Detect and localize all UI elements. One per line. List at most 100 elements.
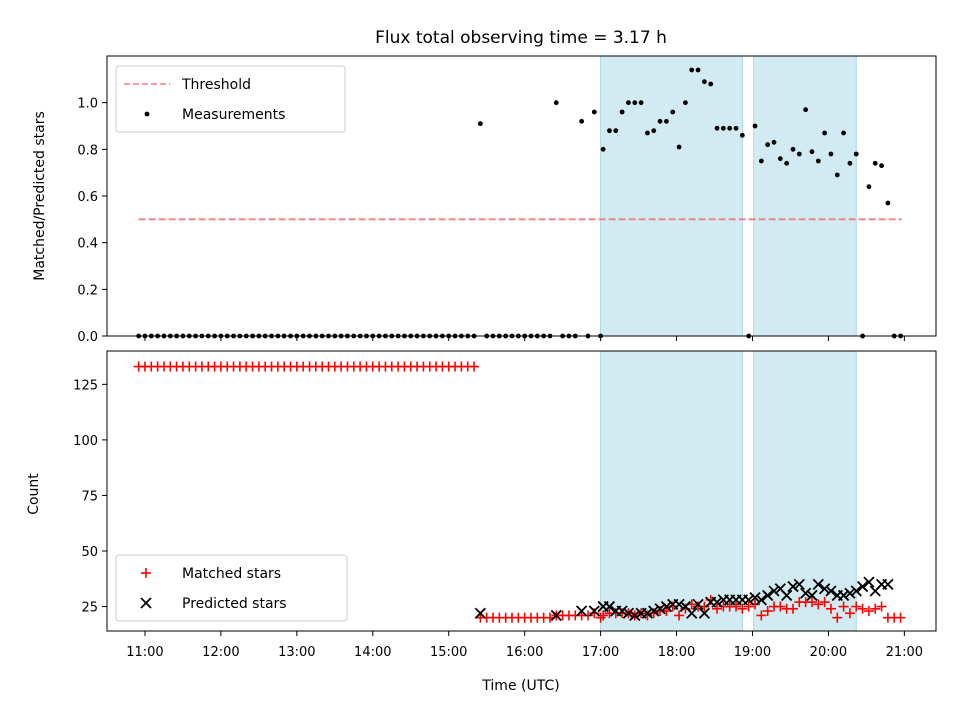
- measurement-point: [809, 149, 815, 155]
- x-tick-label: 15:00: [430, 645, 467, 660]
- measurement-point: [619, 109, 625, 115]
- predicted-star-point: [660, 600, 673, 613]
- measurement-point: [645, 130, 650, 136]
- measurement-point: [632, 100, 638, 106]
- bottom-shaded-span-0: [600, 350, 743, 632]
- measurement-point: [579, 118, 585, 124]
- predicted-star-point: [622, 607, 635, 619]
- matched-star-point: [743, 601, 754, 612]
- measurement-point: [720, 125, 726, 131]
- measurement-point: [758, 158, 764, 164]
- measurement-point: [638, 100, 644, 106]
- bottom-panel: 25 50 75 100 125 11:00 12:00 13:00 14:00 15:00 16…: [26, 350, 937, 694]
- x-tick-label: 14:00: [354, 645, 391, 660]
- measurement-point: [834, 172, 840, 178]
- measurement-point: [683, 100, 688, 106]
- matched-star-point: [863, 606, 874, 616]
- matched-star-point: [674, 610, 685, 621]
- x-tick-label: 18:00: [658, 645, 695, 660]
- legend-measurements-swatch: [144, 111, 150, 117]
- matched-star-point: [469, 361, 480, 372]
- predicted-star-point: [762, 589, 774, 602]
- predicted-star-point: [844, 587, 856, 599]
- predicted-star-point: [588, 605, 600, 617]
- measurement-point: [689, 67, 695, 73]
- legend-measurements-label: Measurements: [182, 107, 285, 123]
- predicted-star-point: [806, 589, 818, 602]
- measurement-point: [600, 146, 606, 152]
- predicted-star-point: [575, 605, 588, 617]
- bottom-y-tick-label: 75: [81, 489, 98, 504]
- bottom-y-tick-label: 125: [73, 378, 98, 393]
- measurement-point: [733, 125, 739, 131]
- predicted-star-point: [825, 585, 837, 597]
- predicted-star-point: [616, 605, 628, 617]
- predicted-star-point: [692, 598, 704, 610]
- predicted-star-point: [686, 607, 698, 619]
- matched-star-point: [895, 612, 906, 623]
- legend-predicted-swatch: [140, 597, 152, 609]
- predicted-star-point: [863, 576, 875, 588]
- measurement-point: [553, 100, 559, 106]
- measurement-point: [765, 142, 771, 148]
- measurement-point: [815, 158, 821, 164]
- predicted-star-point: [755, 594, 767, 606]
- matched-star-point: [857, 603, 868, 614]
- top-shaded-span-0: [600, 55, 743, 337]
- predicted-star-point: [474, 607, 487, 619]
- matched-star-point: [737, 603, 748, 614]
- predicted-star-point: [749, 592, 761, 604]
- measurement-point: [866, 184, 872, 190]
- bottom-shaded-span-1: [753, 350, 857, 632]
- bottom-y-tick-label: 50: [81, 545, 98, 560]
- top-y-tick-label: 0.6: [77, 190, 98, 205]
- x-tick-label: 17:00: [582, 645, 619, 660]
- top-y-tick-label: 1.0: [77, 97, 98, 112]
- bottom-y-tick-label: 100: [73, 434, 98, 449]
- measurement-point: [670, 109, 676, 115]
- predicted-star-point: [550, 609, 562, 622]
- predicted-star-point: [837, 589, 850, 602]
- matched-star-point: [582, 610, 593, 621]
- x-tick-label: 21:00: [886, 645, 923, 660]
- measurement-point: [752, 123, 758, 129]
- predicted-star-point: [812, 578, 824, 590]
- measurement-point: [777, 156, 783, 162]
- measurement-point: [626, 100, 631, 106]
- measurement-point: [651, 128, 657, 134]
- predicted-star-point: [673, 598, 685, 610]
- predicted-star-point: [743, 594, 755, 606]
- top-y-tick-label: 0.8: [77, 143, 98, 158]
- matched-star-point: [731, 601, 742, 612]
- predicted-star-point: [648, 605, 660, 617]
- measurement-point: [847, 160, 853, 166]
- predicted-star-point: [793, 578, 805, 590]
- predicted-star-point: [818, 583, 831, 595]
- matched-star-point: [712, 603, 723, 614]
- measurement-point: [708, 81, 714, 87]
- bottom-y-tick-label: 25: [81, 601, 98, 616]
- top-legend-box: [115, 65, 346, 133]
- matched-star-point: [870, 603, 881, 614]
- measurement-point: [828, 151, 834, 157]
- predicted-star-point: [856, 580, 869, 593]
- top-panel: 0.0 0.2 0.4 0.6 0.8 1.0 Matched/Predicted sta…: [32, 55, 937, 345]
- matched-star-point: [756, 610, 767, 621]
- predicted-star-point: [654, 603, 666, 615]
- measurement-point: [771, 139, 777, 145]
- measurement-point: [879, 163, 884, 169]
- measurement-point: [796, 151, 802, 157]
- measurement-point: [790, 146, 796, 152]
- top-legend: Threshold Measurements: [115, 65, 346, 133]
- measurement-point: [803, 107, 809, 113]
- matched-star-point: [819, 597, 830, 608]
- legend-threshold-label: Threshold: [181, 77, 251, 93]
- legend-matched-swatch: [141, 568, 151, 578]
- predicted-star-point: [641, 607, 654, 619]
- predicted-star-point: [781, 589, 793, 602]
- predicted-star-point: [603, 600, 616, 613]
- x-tick-label: 20:00: [810, 645, 847, 660]
- bottom-legend-box: [115, 554, 348, 622]
- top-chart-title: Flux total observing time = 3.17 h: [375, 28, 667, 48]
